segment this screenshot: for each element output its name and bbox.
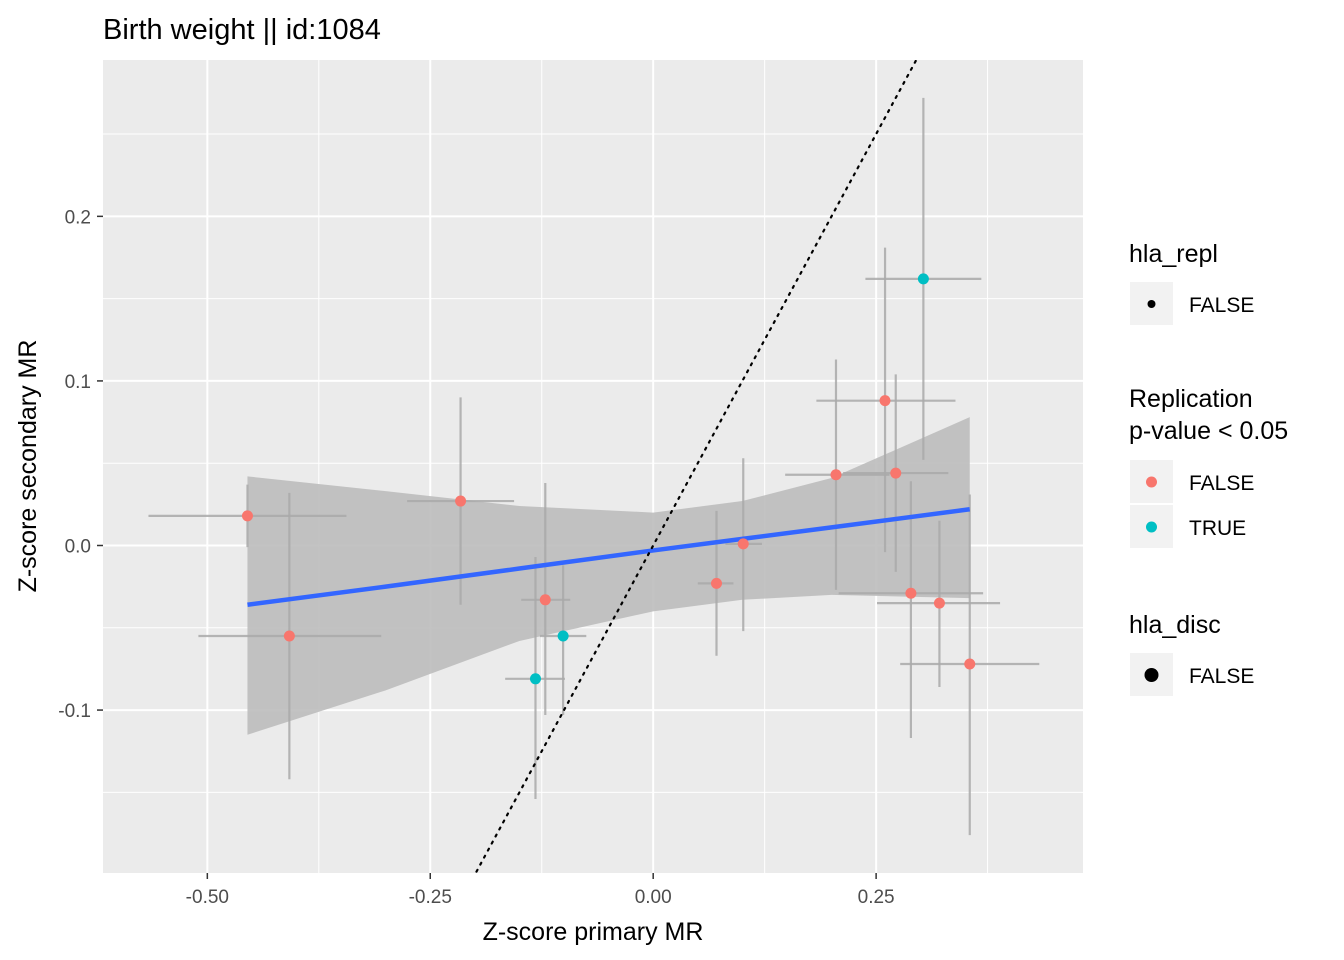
x-tick-label: -0.25 (409, 887, 452, 908)
point (455, 495, 467, 507)
legend-title: hla_disc (1129, 611, 1221, 639)
point (283, 630, 295, 642)
legend-title: hla_repl (1129, 240, 1218, 268)
x-tick-label: 0.00 (635, 887, 672, 908)
point (933, 597, 945, 609)
x-axis-title: Z-score primary MR (483, 918, 704, 946)
legend-symbol (1146, 521, 1157, 533)
y-tick-label: 0.1 (65, 372, 91, 393)
y-tick-label: -0.1 (58, 701, 91, 722)
legend-label: TRUE (1189, 517, 1246, 540)
legend: hla_repl FALSE FALSE TRUE hla_disc FALSE (1129, 240, 1254, 696)
chart-title: Birth weight || id:1084 (103, 14, 381, 46)
confidence-band (247, 417, 970, 735)
legend-symbol (1144, 668, 1159, 682)
legend-title: Replication p-value < 0.05 (1129, 385, 1289, 445)
point (964, 658, 976, 670)
x-tick-label: 0.25 (858, 887, 895, 908)
point (890, 467, 902, 479)
x-tick-label: -0.50 (186, 887, 229, 908)
y-tick-label: 0.2 (65, 207, 91, 228)
y-tick-label: 0.0 (65, 536, 91, 557)
point (711, 577, 723, 589)
point (241, 510, 253, 522)
legend-label: FALSE (1189, 665, 1254, 688)
point (539, 594, 551, 606)
point (917, 273, 929, 285)
legend-symbol (1146, 476, 1157, 488)
legend-label: FALSE (1189, 472, 1254, 495)
point (557, 630, 569, 642)
point (830, 469, 842, 481)
legend-label: FALSE (1189, 294, 1254, 317)
regression-line (247, 507, 971, 607)
point (529, 673, 541, 685)
y-axis-title: Z-score secondary MR (14, 340, 42, 593)
legend-symbol (1147, 300, 1156, 308)
point (879, 395, 891, 407)
plot-area (148, 60, 1040, 873)
point (905, 587, 917, 599)
axes: -0.50 -0.25 0.00 0.25 0.2 0.1 0.0 -0.1 (58, 207, 894, 908)
point (737, 538, 749, 550)
